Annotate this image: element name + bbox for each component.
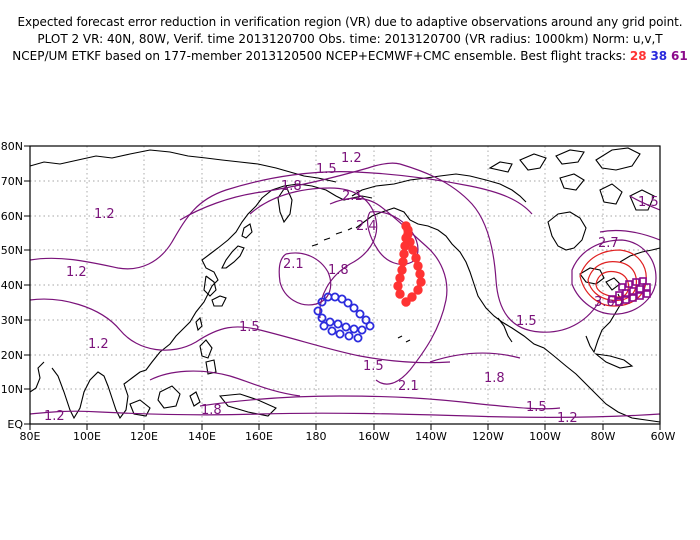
contour-label: 2.7 xyxy=(598,236,619,251)
contour-label: 1.8 xyxy=(281,179,302,194)
lat-label: 10N xyxy=(1,383,23,396)
lon-label: 120W xyxy=(472,430,504,443)
lon-label: 80W xyxy=(591,430,616,443)
lat-label: 40N xyxy=(1,279,23,292)
lon-label: 140E xyxy=(188,430,216,443)
flight-track-61 xyxy=(608,277,651,306)
contour-label: 1.5 xyxy=(316,162,337,177)
contour-label: 1.5 xyxy=(516,314,537,329)
contour-label: 1.2 xyxy=(44,409,65,424)
lon-label: 180 xyxy=(306,430,327,443)
contour-label: 1.2 xyxy=(557,411,578,426)
contour-label: 2.1 xyxy=(398,379,419,394)
contour-label: 1.2 xyxy=(66,265,87,280)
lon-label: 160W xyxy=(358,430,390,443)
lon-label: 100W xyxy=(529,430,561,443)
track-61-label: 61 xyxy=(670,49,688,63)
flight-track-28 xyxy=(393,221,426,307)
contour-label: 2.1 xyxy=(342,189,363,204)
lon-label: 60W xyxy=(651,430,676,443)
title-line-3-text: NCEP/UM ETKF based on 177-member 2013120… xyxy=(12,49,627,63)
title-line-3: NCEP/UM ETKF based on 177-member 2013120… xyxy=(0,48,700,65)
latitude-labels: EQ 10N 20N 30N 40N 50N 60N 70N 80N xyxy=(1,140,24,431)
lat-label: 60N xyxy=(1,210,23,223)
lon-label: 160E xyxy=(245,430,273,443)
contour-label: 1.5 xyxy=(526,400,547,415)
lat-label: EQ xyxy=(7,418,23,431)
contour-label: 1.8 xyxy=(201,403,222,418)
coastlines xyxy=(29,147,661,423)
contour-labels: 1.2 1.5 1.8 2.1 2.4 1.2 1.2 1.2 2.1 1.8 … xyxy=(44,151,659,426)
lon-label: 140W xyxy=(415,430,447,443)
track-28-label: 28 xyxy=(629,49,647,63)
lat-label: 20N xyxy=(1,349,23,362)
lat-label: 30N xyxy=(1,314,23,327)
track-38-label: 38 xyxy=(650,49,668,63)
contour-label: 1.5 xyxy=(638,195,659,210)
axis-ticks xyxy=(24,145,661,430)
contour-label: 2.1 xyxy=(283,257,304,272)
lon-label: 80E xyxy=(20,430,41,443)
lon-label: 120E xyxy=(130,430,158,443)
flight-track-38 xyxy=(313,292,375,343)
plot-title: Expected forecast error reduction in ver… xyxy=(0,14,700,65)
title-line-2: PLOT 2 VR: 40N, 80W, Verif. time 2013120… xyxy=(37,32,663,46)
contour-lines xyxy=(29,162,661,418)
contour-label: 1.5 xyxy=(239,320,260,335)
contour-label: 1.8 xyxy=(484,371,505,386)
lat-label: 70N xyxy=(1,175,23,188)
contour-label: 1.2 xyxy=(88,337,109,352)
lon-label: 100E xyxy=(73,430,101,443)
contour-label: 1.8 xyxy=(328,263,349,278)
title-line-1: Expected forecast error reduction in ver… xyxy=(17,15,683,29)
contour-label: 1.2 xyxy=(341,151,362,166)
contour-label: 2.4 xyxy=(356,219,377,234)
longitude-labels: 80E 100E 120E 140E 160E 180 160W 140W 12… xyxy=(20,430,676,443)
contour-label: 1.5 xyxy=(363,359,384,374)
lat-label: 80N xyxy=(1,140,23,153)
contour-label: 1.2 xyxy=(94,207,115,222)
lat-label: 50N xyxy=(1,244,23,257)
